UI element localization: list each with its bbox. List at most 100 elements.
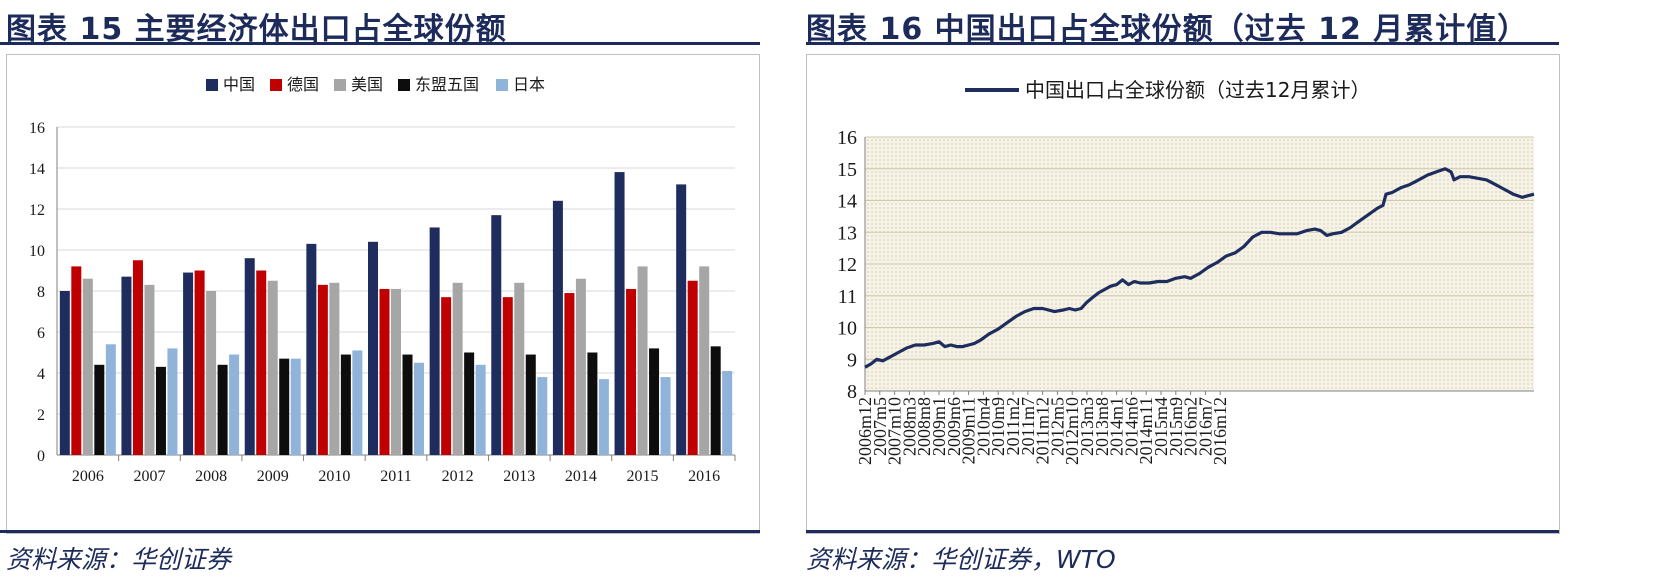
x-tick-label: 2009m6	[944, 397, 964, 456]
bar	[649, 348, 660, 455]
y-tick-label: 10	[837, 318, 857, 340]
y-tick-label: 8	[847, 381, 857, 403]
legend-label: 德国	[287, 75, 319, 94]
x-tick-label: 2013m8	[1092, 397, 1112, 456]
y-tick-label: 14	[29, 161, 45, 178]
y-tick-label: 0	[37, 448, 45, 465]
bar	[699, 266, 710, 455]
legend-swatch	[270, 79, 282, 91]
x-tick-label: 2011m2	[1003, 397, 1023, 455]
bar	[598, 379, 609, 455]
x-tick-label: 2012m5	[1047, 397, 1067, 456]
bar	[183, 272, 194, 455]
x-tick-label: 2012m10	[1062, 397, 1082, 465]
bar	[105, 344, 116, 455]
x-tick-label: 2008m8	[914, 397, 934, 456]
bar	[452, 282, 463, 455]
line-chart: 89101112131415162006m122007m52007m102008…	[837, 78, 1535, 465]
bar	[144, 284, 155, 455]
x-tick-label: 2015	[627, 468, 659, 485]
bar	[587, 352, 598, 455]
x-tick-label: 2014	[565, 468, 597, 485]
bar	[82, 278, 93, 455]
bar	[229, 354, 240, 455]
bar	[687, 280, 698, 455]
x-tick-label: 2011m7	[1018, 397, 1038, 455]
bar	[660, 377, 671, 455]
legend-swatch	[398, 79, 410, 91]
y-tick-label: 9	[847, 349, 857, 371]
bar	[329, 282, 340, 455]
x-tick-label: 2008m3	[899, 397, 919, 456]
bar	[244, 258, 255, 455]
y-tick-label: 2	[37, 407, 45, 424]
y-tick-label: 16	[29, 120, 45, 137]
bar	[475, 364, 486, 455]
bar	[626, 288, 637, 455]
x-tick-label: 2015m9	[1166, 397, 1186, 456]
x-tick-label: 2010m4	[973, 397, 993, 456]
bar	[340, 354, 351, 455]
x-tick-label: 2006m12	[855, 397, 875, 465]
x-tick-label: 2010m9	[988, 397, 1008, 456]
figure-16-title: 图表 16 中国出口占全球份额（过去 12 月累计值）	[806, 12, 1529, 47]
legend-label: 美国	[351, 75, 383, 94]
y-tick-label: 15	[837, 159, 857, 181]
bar	[317, 284, 328, 455]
legend-label: 中国出口占全球份额（过去12月累计）	[1025, 78, 1370, 102]
bar	[502, 297, 513, 455]
x-tick-label: 2013	[503, 468, 535, 485]
bar	[379, 288, 390, 455]
bar	[194, 270, 205, 455]
x-tick-label: 2011	[380, 468, 411, 485]
x-tick-label: 2007m5	[870, 397, 890, 456]
bar	[155, 366, 166, 455]
x-tick-label: 2007	[133, 468, 165, 485]
x-tick-label: 2008	[195, 468, 227, 485]
bar	[368, 241, 378, 455]
legend-swatch	[334, 79, 346, 91]
bar-chart-frame: 0 2 4 6 8 10 12 14 16 2006 2007 2008 2009 2010 2011 201…	[6, 54, 760, 534]
x-tick-label: 2013m3	[1077, 397, 1097, 456]
x-tick-label: 2014m6	[1121, 397, 1141, 456]
legend-label: 东盟五国	[415, 75, 479, 94]
bar	[525, 354, 536, 455]
y-tick-label: 12	[29, 202, 45, 219]
bar	[167, 348, 178, 455]
y-tick-label: 13	[837, 222, 857, 244]
legend-swatch	[206, 79, 218, 91]
legend-label: 日本	[513, 75, 545, 94]
y-tick-label: 6	[37, 325, 45, 342]
bar	[121, 276, 132, 455]
y-tick-label: 8	[37, 284, 45, 301]
bar	[676, 184, 687, 455]
bar	[429, 227, 440, 455]
x-tick-label: 2015m4	[1151, 397, 1171, 456]
x-tick-label: 2007m10	[885, 397, 905, 465]
bar	[637, 266, 648, 455]
x-tick-label: 2016	[688, 468, 720, 485]
bar	[710, 346, 721, 455]
line-chart-frame: 8 9 10 11 12 13 14 15 16 2006m12 2007m5 2007m10 2008…	[806, 54, 1560, 534]
series-line	[864, 167, 1535, 369]
bottom-divider	[0, 530, 760, 533]
x-tick-label: 2014m1	[1107, 397, 1127, 456]
bar	[256, 270, 267, 455]
x-tick-label: 2009m11	[959, 397, 979, 464]
x-tick-label: 2011m12	[1033, 397, 1053, 464]
y-tick-label: 11	[838, 286, 857, 308]
bar	[552, 200, 563, 455]
figure-15: 图表 15 主要经济体出口占全球份额 0 2 4 6 8 10 12 14 16 2006 2007…	[0, 0, 806, 583]
x-tick-label: 2016m12	[1210, 397, 1230, 465]
bottom-divider	[806, 530, 1559, 533]
figure-16-source: 资料来源：华创证券，WTO	[806, 545, 1116, 574]
bar	[464, 352, 475, 455]
bar	[352, 350, 363, 455]
x-tick-label: 2014m11	[1136, 397, 1156, 464]
y-tick-label: 10	[29, 243, 45, 260]
x-tick-label: 2016m7	[1195, 397, 1215, 456]
bar	[514, 282, 525, 455]
bar	[722, 370, 733, 455]
x-tick-label: 2009m1	[929, 397, 949, 456]
bar	[59, 291, 70, 455]
